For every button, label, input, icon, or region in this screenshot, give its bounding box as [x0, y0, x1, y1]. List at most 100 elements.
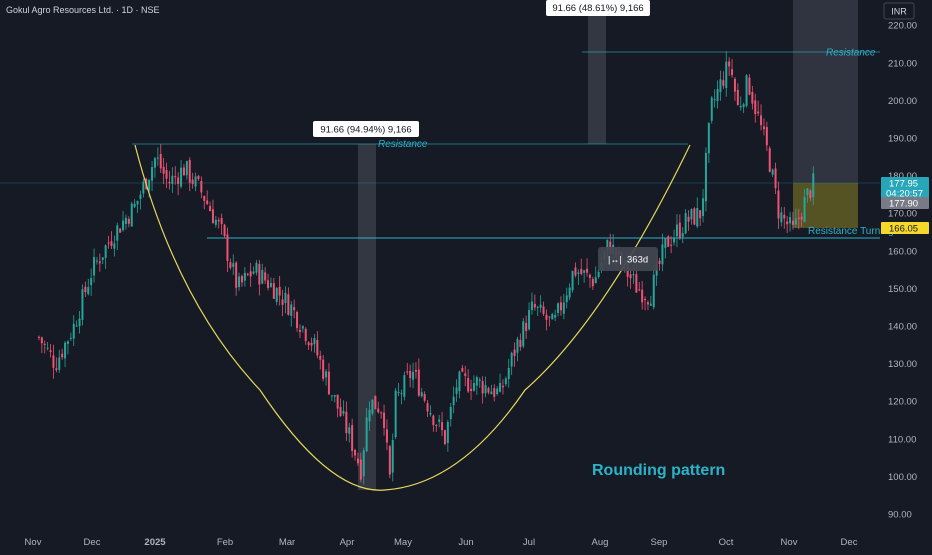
candle-body [214, 219, 217, 225]
x-tick-label: Aug [592, 537, 609, 548]
candle-body [174, 176, 177, 178]
y-tick-label: 120.00 [888, 397, 917, 408]
candle-body [649, 303, 652, 306]
candle-body [562, 302, 565, 314]
candle-body [583, 270, 586, 273]
candle-body [40, 337, 43, 344]
candle-body [55, 368, 58, 371]
candle-body [774, 168, 777, 189]
candle-body [687, 216, 690, 222]
candle-body [501, 385, 504, 388]
candle-body [751, 91, 754, 104]
candle-body [122, 220, 125, 231]
candle-body [571, 270, 574, 291]
currency-button[interactable] [883, 2, 915, 20]
candle-body [487, 387, 490, 393]
candle-body [409, 370, 412, 379]
candle-body [200, 180, 203, 193]
candle-body [513, 349, 516, 356]
candle-body [681, 233, 684, 237]
candle-body [699, 210, 702, 219]
candle-body [565, 295, 568, 303]
candle-body [301, 326, 304, 329]
candle-body [98, 261, 101, 264]
candle-body [142, 181, 145, 194]
candle-body [638, 289, 641, 291]
candle-body [49, 350, 52, 353]
rounding-curve[interactable] [134, 144, 691, 491]
candle-body [684, 213, 687, 234]
candle-body [385, 429, 388, 443]
candle-body [467, 378, 470, 392]
candle-body [261, 269, 264, 284]
candle-body [46, 347, 49, 349]
candle-body [185, 161, 188, 176]
candle-body [586, 268, 589, 273]
x-tick-label: Dec [84, 537, 101, 548]
y-tick-label: 170.00 [888, 209, 917, 220]
candle-body [554, 314, 557, 318]
bid-price-label: 177.90 [889, 199, 918, 210]
candle-body [104, 245, 107, 258]
y-tick-label: 160.00 [888, 246, 917, 257]
candle-body [559, 302, 562, 311]
candle-body [667, 236, 670, 247]
projection-zone [793, 0, 858, 183]
candle-body [406, 371, 409, 373]
price-axis[interactable]: 90.00 100.00 110.00 120.00 130.00 140.00 150.0… [888, 21, 917, 521]
candle-body [472, 383, 475, 391]
candle-body [116, 225, 119, 241]
candle-body [719, 79, 722, 93]
candle-body [316, 339, 319, 356]
candle-body [568, 287, 571, 298]
candle-body [438, 419, 441, 422]
candle-body [728, 61, 731, 67]
candle-body [580, 268, 583, 275]
candle-body [249, 271, 252, 277]
candle-body [606, 239, 609, 251]
candle-body [348, 427, 351, 434]
y-tick-label: 130.00 [888, 359, 917, 370]
measure-label-right-box [546, 0, 650, 16]
candle-body [113, 243, 116, 249]
candle-body [632, 274, 635, 276]
x-tick-label: Nov [25, 537, 42, 548]
candle-body [446, 421, 449, 443]
candle-body [591, 279, 594, 287]
candle-body [264, 272, 267, 281]
candle-body [713, 99, 716, 101]
candle-body [243, 272, 246, 281]
candle-body [365, 417, 368, 452]
candle-body [403, 375, 406, 397]
candle-body [64, 342, 67, 359]
candle-body [223, 224, 226, 237]
range-icon: |↔| [608, 255, 622, 265]
candle-body [693, 208, 696, 225]
candle-body [165, 169, 168, 179]
candle-body [644, 298, 647, 301]
candle-body [133, 203, 136, 207]
candle-body [548, 316, 551, 318]
time-axis[interactable]: Nov Dec 2025 Feb Mar Apr May Jun Jul Aug Sep Oct Nov… [25, 537, 858, 548]
y-tick-label: 140.00 [888, 322, 917, 333]
candle-body [658, 260, 661, 264]
candle-body [235, 262, 238, 288]
candle-body [368, 409, 371, 422]
candle-body [478, 379, 481, 381]
x-tick-label: Mar [279, 537, 295, 548]
candle-body [354, 449, 357, 456]
candle-body [139, 194, 142, 200]
candle-body [238, 276, 241, 287]
candle-body [542, 306, 545, 315]
candle-body [812, 173, 815, 198]
candle-body [69, 337, 72, 339]
candle-body [153, 158, 156, 168]
candle-body [786, 221, 789, 225]
candle-body [107, 242, 110, 244]
candle-body [220, 217, 223, 225]
countdown-label: 04:20:57 [886, 189, 923, 200]
candle-body [229, 262, 232, 268]
candle-body [275, 288, 278, 302]
resistance-label-1: Resistance [378, 139, 428, 150]
